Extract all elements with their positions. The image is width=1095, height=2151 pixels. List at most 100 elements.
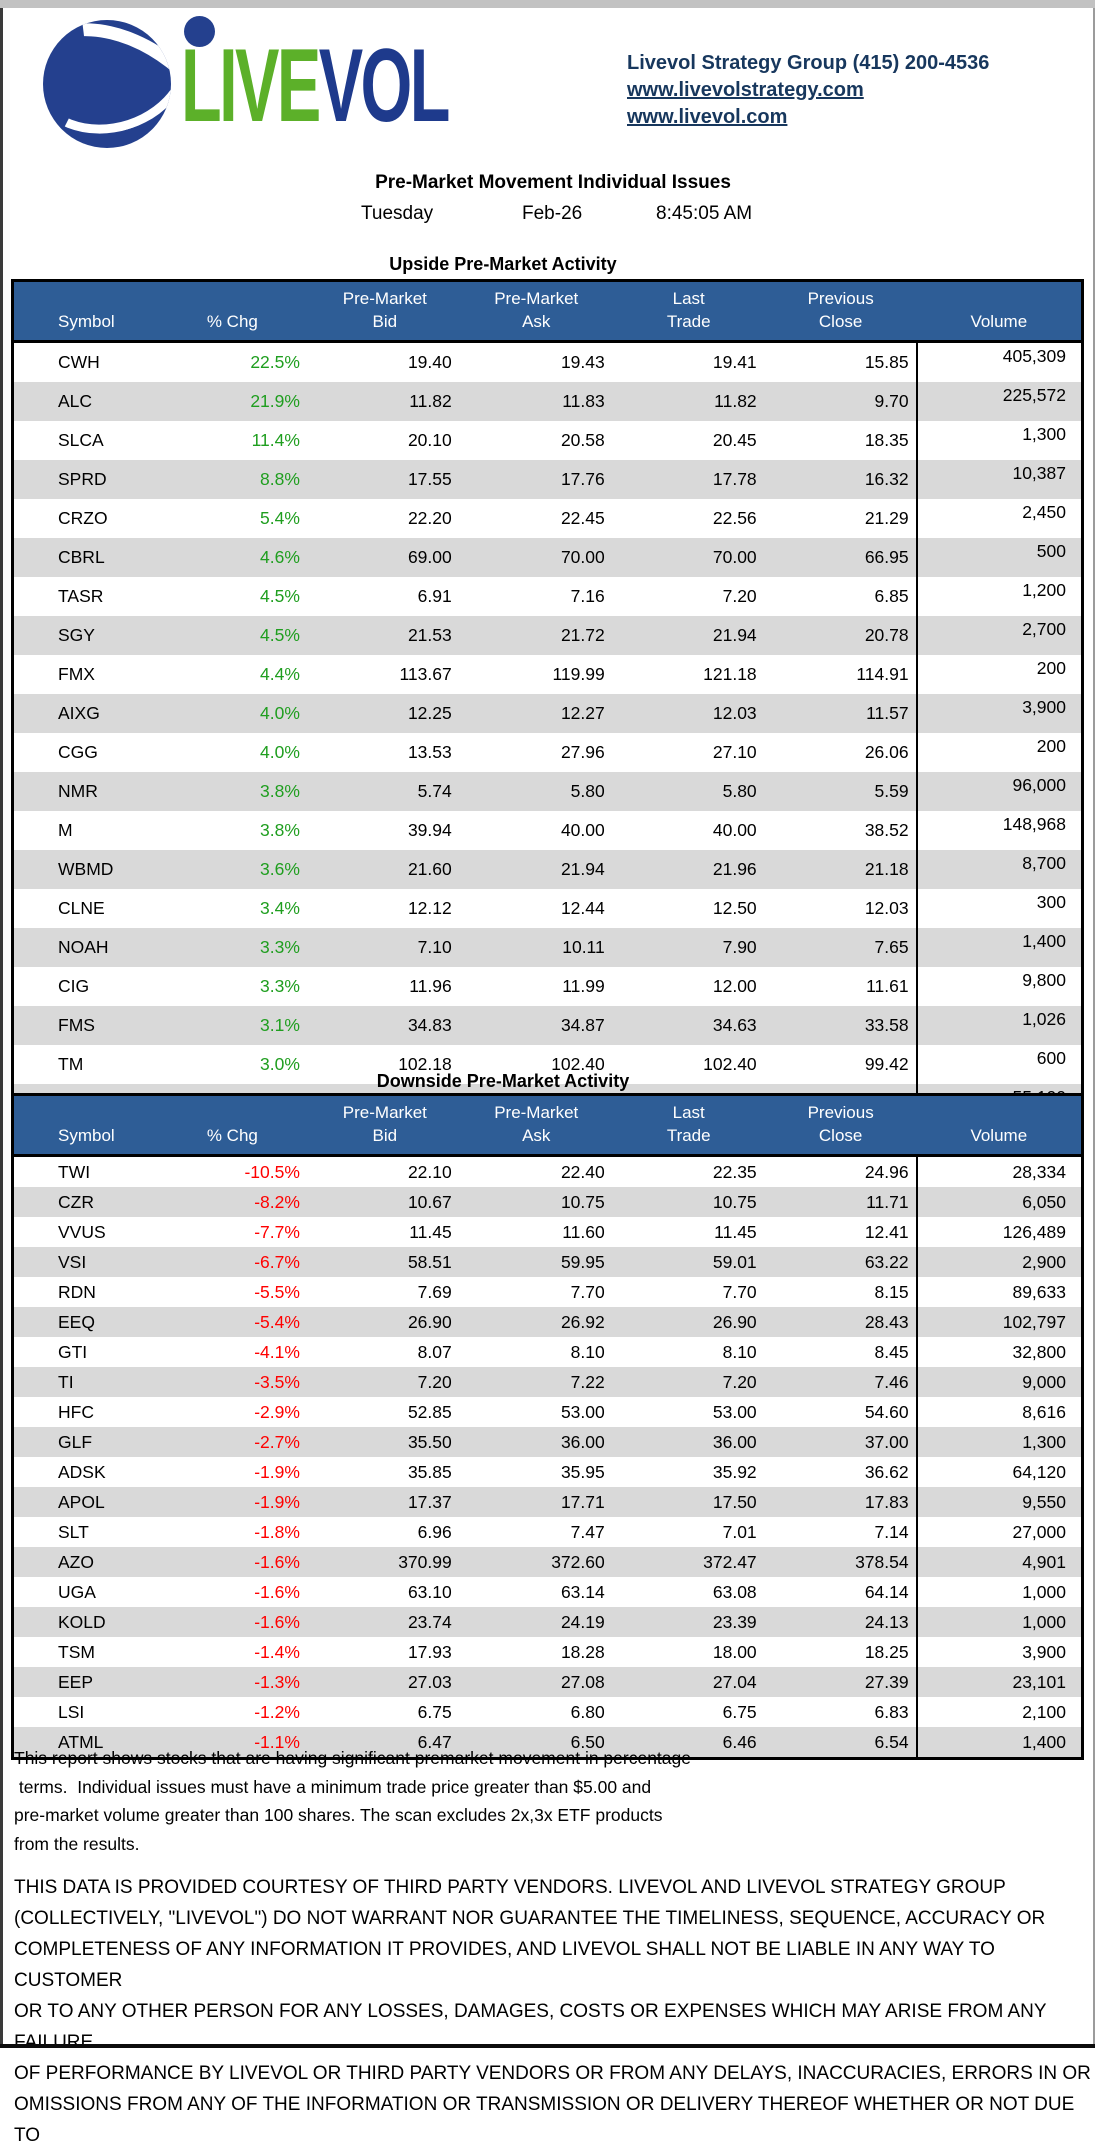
prev-close-cell: 20.78 xyxy=(864,625,909,645)
column-symbol: Symbol xyxy=(12,1094,155,1157)
prev-close-cell: 6.85 xyxy=(874,586,909,606)
last-trade-cell: 35.92 xyxy=(712,1461,757,1482)
last-trade-cell: 7.01 xyxy=(722,1521,757,1542)
symbol-cell: AIXG xyxy=(58,703,100,723)
bid-cell: 39.94 xyxy=(407,820,452,840)
ask-cell: 11.83 xyxy=(562,391,605,411)
ask-cell: 22.45 xyxy=(560,508,605,528)
volume-cell: 3,900 xyxy=(915,1637,1083,1667)
prev-close-cell: 16.32 xyxy=(864,469,909,489)
column-previous-close: Previous Close xyxy=(764,280,917,343)
symbol-cell: TM xyxy=(58,1054,84,1074)
strategy-site-link[interactable]: www.livevolstrategy.com xyxy=(627,79,864,101)
prev-close-cell: 6.54 xyxy=(874,1731,909,1752)
last-trade-cell: 63.08 xyxy=(712,1581,757,1602)
last-trade-cell: 6.46 xyxy=(722,1731,757,1752)
bid-cell: 34.83 xyxy=(407,1015,452,1035)
table-row: UGA -1.6% 63.10 63.14 63.08 64.14 1,000 xyxy=(13,1577,1083,1607)
prev-close-cell: 99.42 xyxy=(864,1054,909,1074)
ask-cell: 21.72 xyxy=(560,625,605,645)
ask-cell: 36.00 xyxy=(560,1431,605,1452)
prev-close-cell: 17.83 xyxy=(864,1491,909,1512)
pct-change-cell: 4.6% xyxy=(260,547,300,567)
table-row: AIXG 4.0% 12.25 12.27 12.03 11.57 3,900 xyxy=(12,694,1083,733)
ask-cell: 7.16 xyxy=(570,586,605,606)
symbol-cell: APOL xyxy=(58,1491,105,1512)
prev-close-cell: 63.22 xyxy=(864,1251,909,1272)
table-row: CRZO 5.4% 22.20 22.45 22.56 21.29 2,450 xyxy=(13,499,1083,538)
symbol-cell: M xyxy=(58,820,73,840)
symbol-cell: VSI xyxy=(58,1251,87,1272)
last-trade-cell: 10.75 xyxy=(712,1191,757,1212)
table-row: HFC -2.9% 52.85 53.00 53.00 54.60 8,616 xyxy=(13,1397,1083,1427)
prev-close-cell: 15.85 xyxy=(864,352,909,372)
pct-change-cell: -10.5% xyxy=(244,1161,300,1182)
table-row: CGG 4.0% 13.53 27.96 27.10 26.06 200 xyxy=(13,733,1083,772)
table-row: ALC 21.9% 11.82 11.83 11.82 9.70 225,572 xyxy=(12,382,1083,421)
table-row: FMS 3.1% 34.83 34.87 34.63 33.58 1,026 xyxy=(12,1006,1083,1045)
bid-cell: 12.25 xyxy=(407,703,452,723)
prev-close-cell: 36.62 xyxy=(864,1461,909,1482)
bid-cell: 17.55 xyxy=(407,469,452,489)
volume-cell: 96,000 xyxy=(915,772,1083,811)
logo-live-text: LIVE xyxy=(181,28,321,144)
ask-cell: 7.22 xyxy=(570,1371,605,1392)
bid-cell: 11.96 xyxy=(409,976,452,996)
prev-close-cell: 33.58 xyxy=(864,1015,909,1035)
prev-close-cell: 64.14 xyxy=(864,1581,909,1602)
volume-cell: 1,000 xyxy=(915,1607,1083,1637)
table-row: VSI -6.7% 58.51 59.95 59.01 63.22 2,900 xyxy=(12,1247,1083,1277)
prev-close-cell: 5.59 xyxy=(874,781,909,801)
symbol-cell: CBRL xyxy=(58,547,105,567)
table-row: ATML -1.1% 6.47 6.50 6.46 6.54 1,400 xyxy=(12,1727,1083,1759)
downside-header-row: Symbol % Chg Pre-Market Bid Pre-Market Ask… xyxy=(12,1094,1083,1157)
symbol-cell: CZR xyxy=(58,1191,94,1212)
prev-close-cell: 24.96 xyxy=(864,1161,909,1182)
symbol-cell: LSI xyxy=(58,1701,85,1722)
volume-cell: 1,300 xyxy=(915,421,1083,460)
pct-change-cell: 4.4% xyxy=(260,664,300,684)
pct-change-cell: 22.5% xyxy=(250,352,300,372)
bid-cell: 19.40 xyxy=(407,352,452,372)
symbol-cell: AZO xyxy=(58,1551,94,1572)
bid-cell: 7.20 xyxy=(417,1371,452,1392)
ask-cell: 17.71 xyxy=(560,1491,605,1512)
symbol-cell: TWI xyxy=(58,1161,91,1182)
bid-cell: 58.51 xyxy=(407,1251,452,1272)
volume-cell: 1,300 xyxy=(915,1427,1083,1457)
bid-cell: 63.10 xyxy=(407,1581,452,1602)
volume-cell: 1,400 xyxy=(915,1727,1083,1759)
last-trade-cell: 27.04 xyxy=(712,1671,757,1692)
last-trade-cell: 12.00 xyxy=(712,976,757,996)
table-row: EEP -1.3% 27.03 27.08 27.04 27.39 23,101 xyxy=(12,1667,1083,1697)
column-volume: Volume xyxy=(916,1094,1083,1157)
symbol-cell: HFC xyxy=(58,1401,94,1422)
table-row: WBMD 3.6% 21.60 21.94 21.96 21.18 8,700 xyxy=(12,850,1083,889)
bid-cell: 35.85 xyxy=(407,1461,452,1482)
pct-change-cell: -1.6% xyxy=(254,1611,300,1632)
legal-disclaimer: THIS DATA IS PROVIDED COURTESY OF THIRD … xyxy=(14,1872,1095,2151)
last-trade-cell: 8.10 xyxy=(722,1341,757,1362)
bid-cell: 102.18 xyxy=(398,1054,452,1074)
livevol-site-link[interactable]: www.livevol.com xyxy=(627,106,788,128)
prev-close-cell: 54.60 xyxy=(864,1401,909,1422)
volume-cell: 4,901 xyxy=(915,1547,1083,1577)
report-date: Feb-26 xyxy=(522,203,583,224)
table-row: CWH 22.5% 19.40 19.43 19.41 15.85 405,309 xyxy=(13,341,1083,382)
pct-change-cell: 4.5% xyxy=(260,625,300,645)
pct-change-cell: 11.4% xyxy=(251,430,300,450)
volume-cell: 10,387 xyxy=(915,460,1083,499)
volume-cell: 9,800 xyxy=(915,967,1083,1006)
volume-cell: 6,050 xyxy=(915,1187,1083,1217)
last-trade-cell: 17.50 xyxy=(712,1491,757,1512)
text-line: COMPLETENESS OF ANY INFORMATION IT PROVI… xyxy=(14,1939,1001,1991)
symbol-cell: CGG xyxy=(58,742,98,762)
upside-table-title: Upside Pre-Market Activity xyxy=(389,254,617,274)
volume-cell: 102,797 xyxy=(915,1307,1083,1337)
last-trade-cell: 23.39 xyxy=(712,1611,757,1632)
ask-cell: 7.47 xyxy=(570,1521,605,1542)
ask-cell: 24.19 xyxy=(560,1611,605,1632)
text-line: OF PERFORMANCE BY LIVEVOL OR THIRD PARTY… xyxy=(14,2063,1091,2084)
volume-cell: 126,489 xyxy=(915,1217,1083,1247)
table-row: M 3.8% 39.94 40.00 40.00 38.52 148,968 xyxy=(13,811,1083,850)
